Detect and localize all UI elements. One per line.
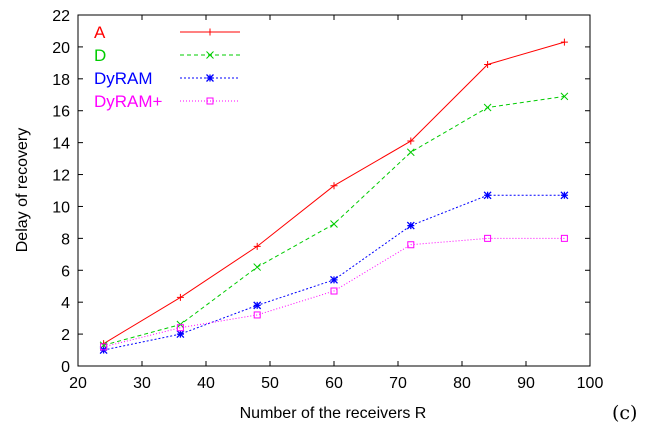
legend-marker (207, 75, 214, 82)
x-tick-label: 100 (577, 375, 604, 392)
x-axis-label: Number of the receivers R (240, 405, 427, 422)
data-point (561, 39, 568, 46)
x-tick-label: 50 (261, 375, 279, 392)
data-point (177, 331, 184, 338)
data-point (561, 192, 568, 199)
panel-tag: (c) (612, 402, 637, 424)
y-tick-label: 6 (61, 263, 70, 280)
y-tick-label: 0 (61, 359, 70, 376)
data-point (254, 302, 261, 309)
y-tick-label: 14 (52, 136, 70, 153)
data-point (484, 192, 491, 199)
y-tick-label: 4 (61, 295, 70, 312)
legend-marker (207, 29, 214, 36)
legend-label: DyRAM+ (94, 92, 163, 111)
legend-label: A (94, 23, 106, 42)
series-line (104, 238, 565, 346)
data-point (331, 221, 338, 228)
y-tick-label: 10 (52, 199, 70, 216)
data-point (254, 312, 260, 318)
y-tick-label: 8 (61, 231, 70, 248)
x-tick-label: 40 (197, 375, 215, 392)
y-tick-label: 16 (52, 104, 70, 121)
series-0 (100, 39, 568, 348)
data-point (254, 264, 261, 271)
data-point (407, 222, 414, 229)
y-tick-label: 18 (52, 72, 70, 89)
x-tick-label: 70 (389, 375, 407, 392)
series-2 (100, 192, 568, 354)
x-tick-label: 30 (133, 375, 151, 392)
data-point (407, 149, 414, 156)
series-line (104, 96, 565, 345)
y-tick-label: 22 (52, 8, 70, 25)
series-line (104, 42, 565, 344)
y-tick-label: 12 (52, 168, 70, 185)
y-tick-label: 2 (61, 327, 70, 344)
x-tick-label: 90 (517, 375, 535, 392)
legend-label: DyRAM (94, 69, 153, 88)
y-tick-label: 20 (52, 40, 70, 57)
data-point (331, 276, 338, 283)
x-tick-label: 80 (453, 375, 471, 392)
ticks: 20 30 40 50 60 70 80 90 100 0 2 4 6 8 10 12 14 16 18 20 22 (52, 8, 603, 392)
legend: AD DyRAM DyRAM+ (94, 23, 240, 111)
data-point (177, 294, 184, 301)
series-1 (100, 93, 568, 349)
data-point (484, 104, 491, 111)
y-axis-label: Delay of recovery (14, 128, 31, 253)
legend-label: D (94, 46, 106, 65)
x-tick-label: 20 (69, 375, 87, 392)
legend-marker (207, 52, 214, 59)
series-lines (100, 39, 568, 354)
series-3 (101, 235, 568, 349)
x-tick-label: 60 (325, 375, 343, 392)
